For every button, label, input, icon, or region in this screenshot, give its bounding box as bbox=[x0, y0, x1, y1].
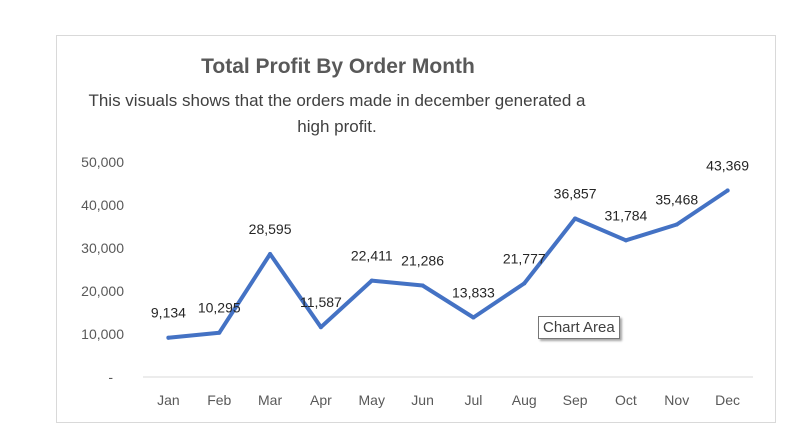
data-label: 21,777 bbox=[503, 250, 546, 266]
y-tick-label: 40,000 bbox=[81, 197, 124, 213]
series-line bbox=[166, 188, 730, 340]
data-label: 13,833 bbox=[452, 285, 495, 301]
data-label: 35,468 bbox=[655, 191, 698, 207]
data-label: 10,295 bbox=[198, 300, 241, 316]
y-tick-label: 50,000 bbox=[81, 154, 124, 170]
x-tick-label: Jul bbox=[464, 392, 482, 408]
x-tick-label: Dec bbox=[715, 392, 740, 408]
data-point bbox=[166, 335, 171, 340]
y-tick-label: 30,000 bbox=[81, 240, 124, 256]
data-point bbox=[573, 216, 578, 221]
chart-area-tooltip: Chart Area bbox=[538, 316, 620, 339]
x-tick-label: Jan bbox=[157, 392, 180, 408]
data-label: 21,286 bbox=[401, 252, 444, 268]
data-label: 22,411 bbox=[351, 248, 393, 264]
data-label: 43,369 bbox=[706, 158, 749, 174]
chart-subtitle: This visuals shows that the orders made … bbox=[88, 91, 586, 136]
x-tick-label: Nov bbox=[664, 392, 689, 408]
data-label: 11,587 bbox=[300, 294, 342, 310]
x-tick-label: Apr bbox=[310, 392, 332, 408]
y-tick-label: 10,000 bbox=[81, 326, 124, 342]
x-tick-label: Jun bbox=[411, 392, 434, 408]
x-tick-label: Mar bbox=[258, 392, 282, 408]
data-point bbox=[471, 315, 476, 320]
data-label: 31,784 bbox=[605, 207, 648, 223]
data-label: 9,134 bbox=[151, 305, 186, 321]
data-point bbox=[420, 283, 425, 288]
x-tick-label: May bbox=[359, 392, 385, 408]
data-point bbox=[369, 278, 374, 283]
x-tick-label: Sep bbox=[563, 392, 588, 408]
data-point bbox=[318, 325, 323, 330]
y-tick-label: 20,000 bbox=[81, 283, 124, 299]
data-label: 36,857 bbox=[554, 186, 597, 202]
data-point bbox=[268, 252, 273, 257]
data-point bbox=[674, 222, 679, 227]
data-label: 28,595 bbox=[249, 221, 292, 237]
x-tick-label: Feb bbox=[207, 392, 231, 408]
y-tick-label: - bbox=[108, 369, 113, 385]
data-point bbox=[725, 188, 730, 193]
chart-title: Total Profit By Order Month bbox=[201, 55, 475, 78]
data-point bbox=[623, 238, 628, 243]
data-point bbox=[522, 281, 527, 286]
data-point bbox=[217, 330, 222, 335]
x-tick-label: Oct bbox=[615, 392, 637, 408]
x-tick-label: Aug bbox=[512, 392, 537, 408]
